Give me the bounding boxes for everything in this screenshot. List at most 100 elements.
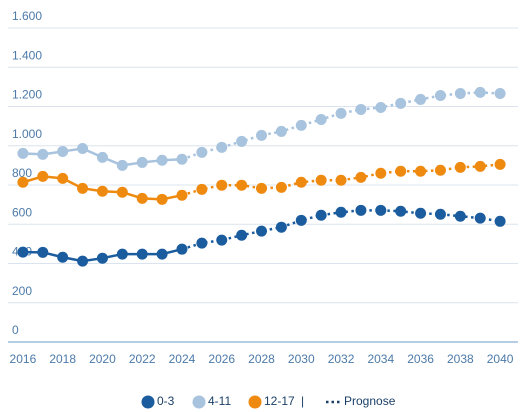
x-tick-label: 2018 bbox=[49, 352, 76, 366]
x-tick-label: 2038 bbox=[447, 352, 474, 366]
data-point bbox=[96, 151, 108, 163]
x-tick-label: 2028 bbox=[248, 352, 275, 366]
data-point bbox=[375, 101, 387, 113]
data-point bbox=[355, 204, 367, 216]
data-point bbox=[315, 174, 327, 186]
legend-marker bbox=[141, 395, 155, 409]
y-tick-label: 800 bbox=[12, 166, 32, 180]
data-point bbox=[295, 119, 307, 131]
data-point bbox=[37, 170, 49, 182]
data-point bbox=[295, 214, 307, 226]
data-point bbox=[375, 204, 387, 216]
data-point bbox=[116, 159, 128, 171]
data-point bbox=[395, 97, 407, 109]
x-tick-label: 2022 bbox=[129, 352, 156, 366]
x-tick-label: 2034 bbox=[367, 352, 394, 366]
x-tick-label: 2024 bbox=[169, 352, 196, 366]
y-tick-label: 600 bbox=[12, 205, 32, 219]
data-point bbox=[315, 209, 327, 221]
data-point bbox=[136, 192, 148, 204]
data-point bbox=[335, 174, 347, 186]
data-point bbox=[57, 145, 69, 157]
data-point bbox=[454, 161, 466, 173]
data-point bbox=[415, 165, 427, 177]
data-point bbox=[176, 243, 188, 255]
data-point bbox=[17, 176, 29, 188]
data-point bbox=[17, 147, 29, 159]
data-point bbox=[156, 248, 168, 260]
data-point bbox=[275, 181, 287, 193]
data-point bbox=[315, 113, 327, 125]
y-tick-label: 200 bbox=[12, 284, 32, 298]
legend-separator: | bbox=[301, 394, 304, 408]
data-point bbox=[57, 251, 69, 263]
y-tick-label: 1.600 bbox=[12, 9, 42, 23]
data-point bbox=[474, 86, 486, 98]
data-point bbox=[434, 208, 446, 220]
data-point bbox=[434, 90, 446, 102]
data-point bbox=[494, 158, 506, 170]
data-point bbox=[375, 167, 387, 179]
x-tick-label: 2030 bbox=[288, 352, 315, 366]
x-tick-label: 2026 bbox=[208, 352, 235, 366]
data-point bbox=[474, 212, 486, 224]
data-point bbox=[196, 237, 208, 249]
data-point bbox=[176, 153, 188, 165]
data-point bbox=[256, 182, 268, 194]
data-point bbox=[216, 179, 228, 191]
data-point bbox=[295, 176, 307, 188]
y-tick-label: 0 bbox=[12, 323, 19, 337]
data-point bbox=[236, 135, 248, 147]
data-point bbox=[156, 193, 168, 205]
data-point bbox=[395, 205, 407, 217]
data-point bbox=[395, 165, 407, 177]
data-point bbox=[176, 189, 188, 201]
data-point bbox=[256, 225, 268, 237]
data-point bbox=[355, 103, 367, 115]
data-point bbox=[494, 88, 506, 100]
data-point bbox=[37, 148, 49, 160]
legend-marker bbox=[248, 395, 262, 409]
data-point bbox=[136, 248, 148, 260]
data-point bbox=[37, 246, 49, 258]
y-tick-label: 1.000 bbox=[12, 127, 42, 141]
data-point bbox=[116, 186, 128, 198]
data-point bbox=[96, 185, 108, 197]
data-point bbox=[236, 229, 248, 241]
data-point bbox=[96, 252, 108, 264]
data-point bbox=[196, 146, 208, 158]
data-point bbox=[77, 142, 89, 154]
legend-label: 4-11 bbox=[208, 394, 231, 408]
data-point bbox=[216, 234, 228, 246]
legend-prognosis-label: Prognose bbox=[344, 394, 396, 408]
data-point bbox=[494, 215, 506, 227]
data-point bbox=[17, 246, 29, 258]
data-point bbox=[57, 172, 69, 184]
data-point bbox=[77, 255, 89, 267]
data-point bbox=[116, 248, 128, 260]
x-tick-label: 2020 bbox=[89, 352, 116, 366]
data-point bbox=[454, 88, 466, 100]
data-point bbox=[415, 93, 427, 105]
data-point bbox=[275, 221, 287, 233]
legend-label: 12-17 bbox=[264, 394, 295, 408]
data-point bbox=[236, 179, 248, 191]
data-point bbox=[216, 141, 228, 153]
x-tick-label: 2040 bbox=[487, 352, 514, 366]
data-point bbox=[415, 207, 427, 219]
legend-label: 0-3 bbox=[157, 394, 175, 408]
data-point bbox=[275, 125, 287, 137]
x-tick-label: 2036 bbox=[407, 352, 434, 366]
data-point bbox=[156, 154, 168, 166]
data-point bbox=[335, 206, 347, 218]
prognosis-line bbox=[181, 163, 501, 197]
y-tick-label: 1.200 bbox=[12, 88, 42, 102]
data-point bbox=[335, 107, 347, 119]
data-point bbox=[77, 182, 89, 194]
y-tick-label: 1.400 bbox=[12, 48, 42, 62]
data-point bbox=[434, 164, 446, 176]
data-point bbox=[136, 156, 148, 168]
data-point bbox=[454, 210, 466, 222]
data-point bbox=[256, 129, 268, 141]
